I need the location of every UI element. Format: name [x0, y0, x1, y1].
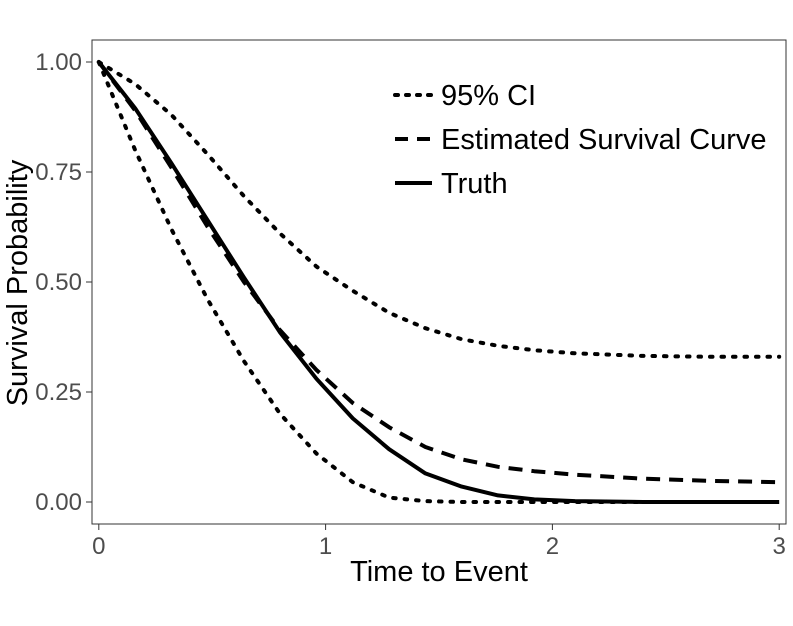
- legend-label-estimated: Estimated Survival Curve: [441, 124, 767, 156]
- y-tick-label: 0.00: [35, 489, 82, 516]
- x-axis-title: Time to Event: [350, 556, 528, 588]
- y-tick-label: 1.00: [35, 49, 82, 76]
- legend-label-ci: 95% CI: [441, 80, 536, 112]
- x-tick-label: 3: [773, 533, 786, 560]
- y-axis: 0.00 0.25 0.50 0.75 1.00: [35, 49, 92, 516]
- x-tick-label: 2: [546, 533, 559, 560]
- series-line-truth: [97, 60, 780, 504]
- series-line-estimated-survival-curve: [97, 60, 780, 485]
- series-line-95-ci-upper: [96, 60, 782, 359]
- y-tick-label: 0.75: [35, 159, 82, 186]
- y-tick-label: 0.25: [35, 379, 82, 406]
- plot-panel: [91, 39, 787, 525]
- x-axis: 0 1 2 3: [92, 524, 786, 560]
- y-axis-title: Survival Probability: [2, 159, 34, 406]
- legend: 95% CI Estimated Survival Curve Truth: [393, 80, 767, 200]
- x-tick-label: 0: [92, 533, 105, 560]
- series-layer: [96, 60, 782, 504]
- x-tick-label: 1: [319, 533, 332, 560]
- y-tick-label: 0.50: [35, 269, 82, 296]
- legend-label-truth: Truth: [441, 168, 508, 200]
